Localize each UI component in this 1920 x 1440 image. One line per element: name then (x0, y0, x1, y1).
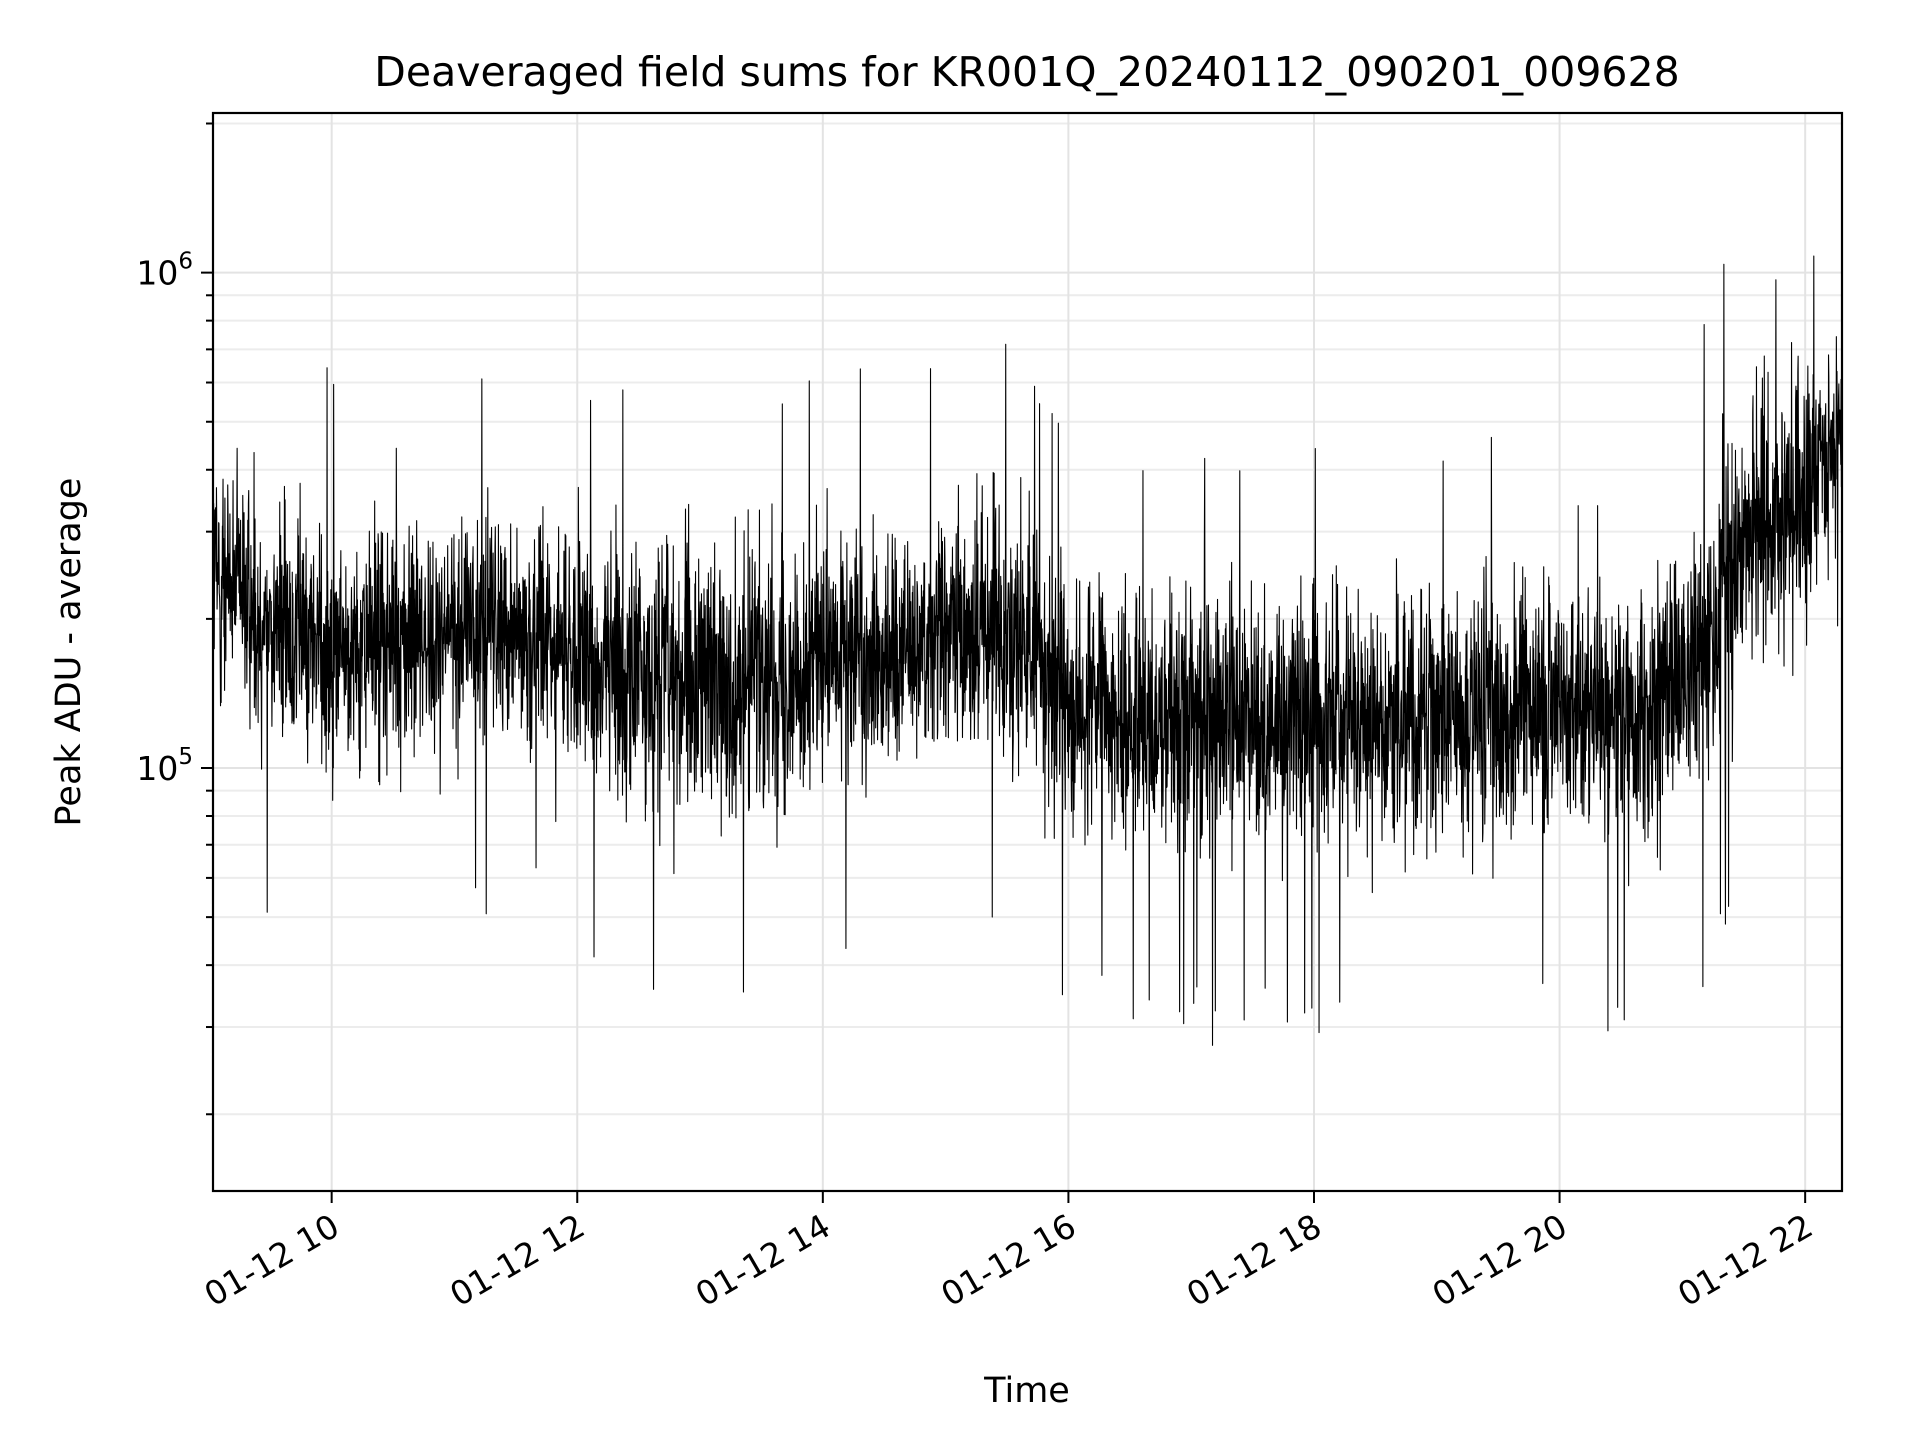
y-axis-label: Peak ADU - average (49, 478, 89, 827)
x-axis-label: Time (983, 1371, 1070, 1411)
plot-area (213, 255, 1842, 1046)
y-tick-label: 105 (136, 744, 193, 788)
y-tick-label: 106 (136, 249, 193, 293)
chart-title: Deaveraged field sums for KR001Q_2024011… (374, 48, 1679, 96)
series-layer (213, 255, 1842, 1046)
series-line (213, 255, 1842, 1046)
axes-frame (211, 111, 1844, 1193)
